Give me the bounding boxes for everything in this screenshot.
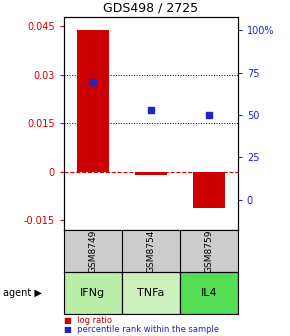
Text: TNFa: TNFa <box>137 288 164 298</box>
Text: IL4: IL4 <box>200 288 217 298</box>
Bar <box>64 272 122 314</box>
Point <box>90 79 95 85</box>
Text: ■  percentile rank within the sample: ■ percentile rank within the sample <box>64 325 219 334</box>
Text: IFNg: IFNg <box>80 288 105 298</box>
Bar <box>193 172 225 208</box>
Text: GSM8759: GSM8759 <box>204 229 213 273</box>
Bar <box>180 272 238 314</box>
Point <box>206 112 211 118</box>
Text: GSM8754: GSM8754 <box>146 229 155 273</box>
Text: GSM8749: GSM8749 <box>88 229 97 273</box>
Point <box>148 107 153 113</box>
Text: agent ▶: agent ▶ <box>3 288 42 298</box>
Bar <box>122 272 180 314</box>
Bar <box>135 172 167 175</box>
Text: ■  log ratio: ■ log ratio <box>64 316 112 325</box>
Bar <box>77 30 109 172</box>
Title: GDS498 / 2725: GDS498 / 2725 <box>103 1 198 14</box>
